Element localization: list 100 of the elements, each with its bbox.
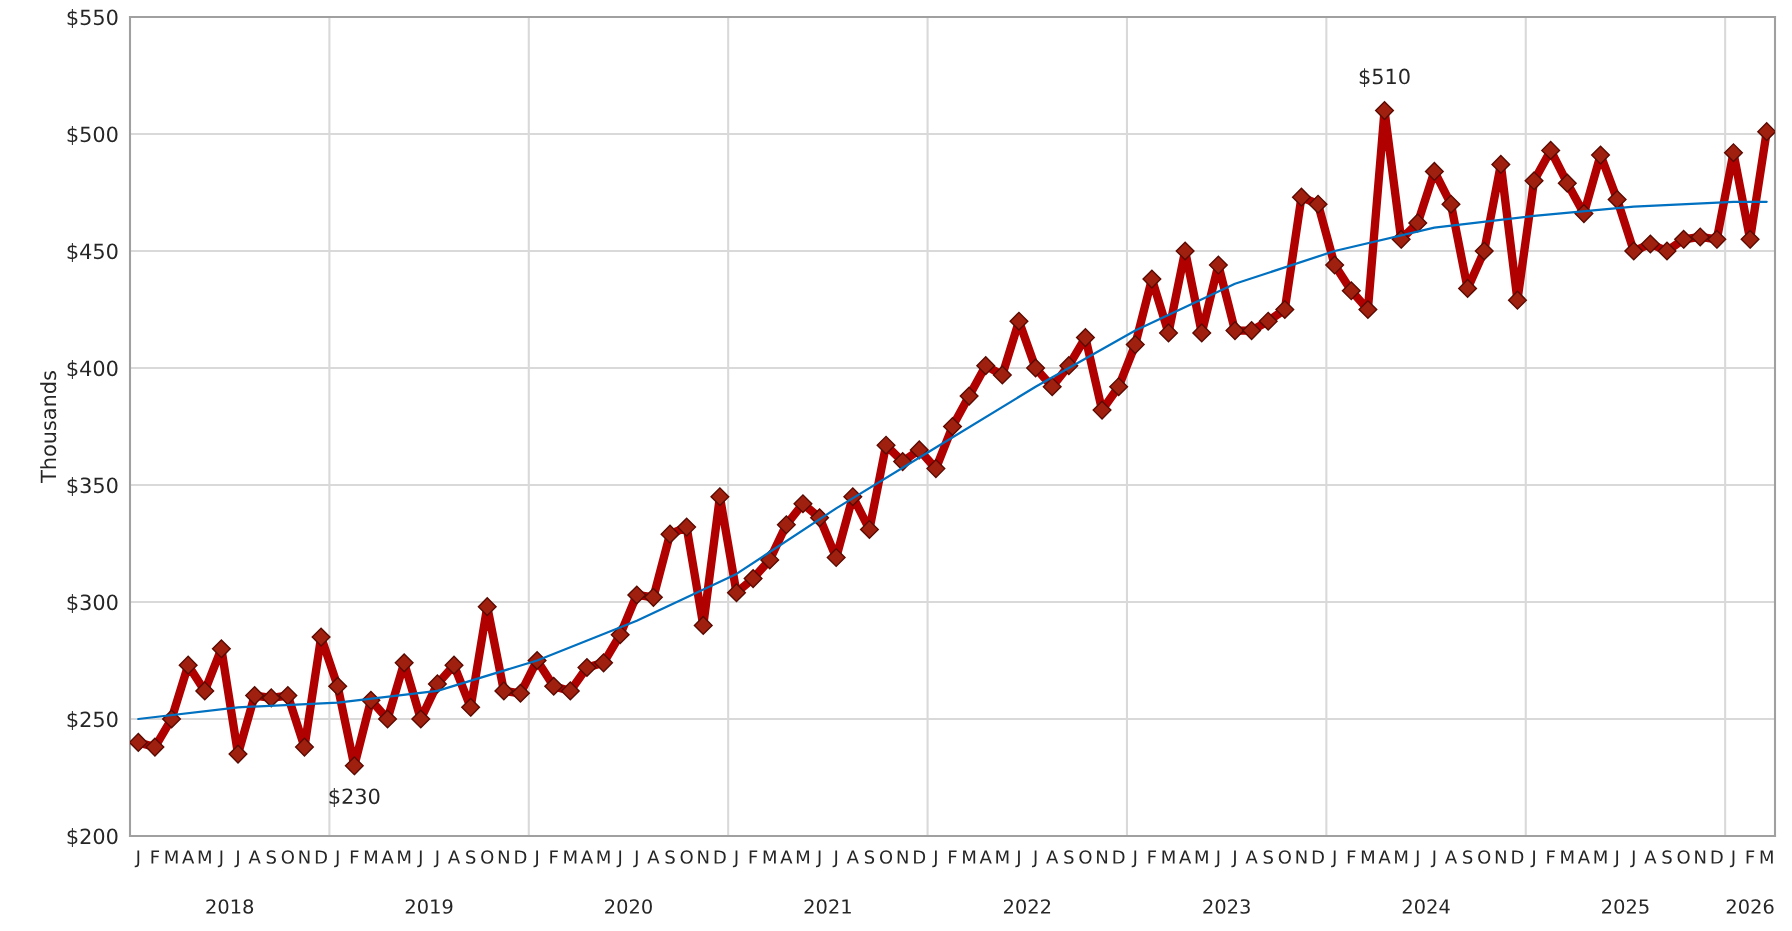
x-tick-label: F [749,850,758,864]
annotation: $510 [1359,68,1410,88]
text: 2018 [206,899,254,914]
x-tick-label: F [1746,850,1755,864]
x-tick-label: M [398,850,411,864]
text: 2020 [605,899,652,914]
x-tick-label: J [616,850,622,868]
x-tick-label: A [647,850,660,864]
x-tick-label: A [447,850,461,864]
x-tick-label: M [1594,850,1607,864]
x-tick-label: S [665,850,675,864]
x-tick-label: N [1695,850,1706,864]
x-tick-label: O [1079,850,1092,864]
x-tick-label: J [234,850,239,868]
x-tick-label: A [182,850,195,864]
x-tick-label: J [1331,850,1336,868]
x-tick-label: J [417,850,422,868]
x-tick-label: D [1512,850,1524,864]
y-tick-label: $500 [67,126,118,145]
x-tick-label: J [1729,850,1735,868]
x-tick-label: S [266,850,276,864]
x-tick-label: A [580,850,593,864]
x-tick-label: S [1463,850,1473,864]
x-tick-label: N [698,850,709,864]
x-tick-label: F [350,850,359,864]
x-tick-label: O [1677,850,1690,864]
x-tick-label: N [1495,850,1506,864]
x-tick-label: M [763,850,776,864]
x-tick-label: O [481,850,494,864]
y-tick-label: $250 [67,711,118,730]
x-tick-label: M [963,850,976,864]
x-tick-label: A [846,850,859,864]
x-tick-label: J [1231,850,1236,868]
x-tick-label: J [533,850,538,868]
x-tick-label: N [1296,850,1307,864]
text: 2026 [1726,899,1774,914]
x-tick-label: A [1046,850,1059,864]
x-tick-label: D [1113,850,1125,864]
x-tick-label: J [134,850,140,868]
x-tick-label: F [1547,850,1555,864]
x-tick-label: J [1414,850,1419,868]
x-tick-label: O [1278,850,1291,864]
text: 2024 [1402,899,1450,914]
x-tick-label: A [381,850,394,864]
x-tick-label: S [466,850,476,864]
x-tick-label: S [1064,850,1074,864]
x-tick-label: F [1148,850,1157,864]
x-tick-label: N [897,850,908,864]
x-tick-label: A [979,850,992,864]
x-tick-label: A [780,850,793,864]
x-tick-label: D [914,850,926,864]
x-tick-label: D [1711,850,1723,864]
x-tick-label: D [515,850,527,864]
y-tick-label: $450 [67,243,118,262]
x-tick-label: D [315,850,327,864]
x-tick-label: F [151,850,160,864]
x-tick-label: N [299,850,310,864]
x-tick-label: A [1644,850,1657,864]
x-tick-label: M [165,850,178,864]
x-tick-label: J [832,850,838,868]
x-tick-label: M [564,850,577,864]
x-tick-label: A [1444,850,1458,864]
y-tick-label: $300 [67,594,118,613]
x-tick-label: J [932,850,937,868]
x-tick-label: O [281,850,294,864]
x-tick-label: N [1097,850,1108,864]
x-tick-label: J [433,850,439,868]
x-tick-label: M [1395,850,1408,864]
x-tick-label: M [1195,850,1208,864]
x-tick-label: A [1378,850,1391,864]
x-tick-label: O [879,850,893,864]
x-tick-label: J [815,850,821,868]
x-tick-label: S [864,850,875,864]
line-series [137,200,1768,721]
x-tick-label: J [1031,850,1037,868]
x-tick-label: J [1131,850,1137,868]
y-tick-label: $350 [67,477,118,496]
x-tick-label: M [597,850,610,864]
x-tick-label: J [633,850,638,868]
x-tick-label: J [1214,850,1220,868]
x-tick-label: O [680,850,693,864]
text: 2022 [1003,899,1051,914]
x-tick-label: J [1430,850,1436,868]
x-tick-label: O [1478,850,1491,864]
x-tick-label: M [1561,850,1574,864]
x-tick-label: M [364,850,377,864]
x-tick-label: A [248,850,261,864]
x-tick-label: M [796,850,809,864]
y-tick-label: $400 [67,360,118,379]
text: 2019 [405,899,453,914]
x-tick-label: D [1312,850,1324,864]
x-tick-label: N [498,850,509,864]
x-tick-label: J [732,850,738,868]
text: 2025 [1602,899,1649,914]
x-tick-label: J [1530,850,1535,868]
x-tick-label: S [1662,850,1672,864]
x-tick-label: M [996,850,1009,864]
y-tick-label: $200 [67,828,118,847]
x-tick-label: A [1179,850,1192,864]
x-tick-label: F [1347,850,1356,864]
